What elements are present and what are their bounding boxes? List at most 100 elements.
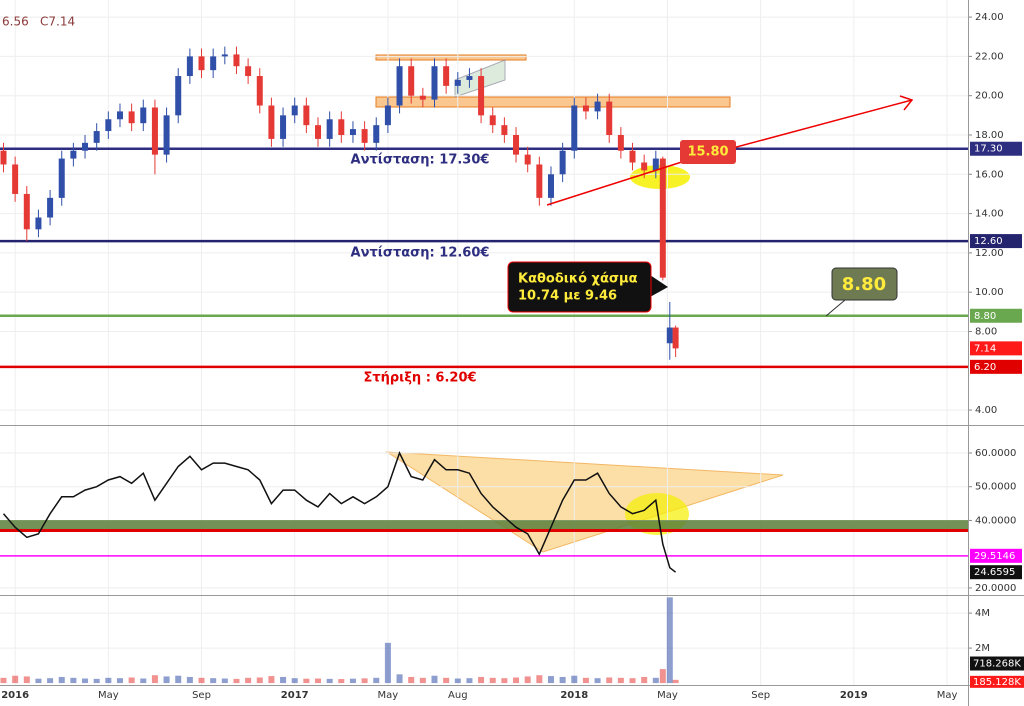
y-tick-label: 4.00 — [975, 405, 997, 416]
volume-bar — [47, 678, 54, 684]
candle-body — [70, 150, 77, 159]
axis-label-box — [970, 308, 1022, 323]
axis-label: 185.128K — [973, 677, 1021, 688]
axis-label: 7.14 — [974, 343, 996, 354]
target-label: 15.80 — [687, 145, 728, 160]
rsi-band — [0, 520, 968, 532]
x-tick-label: 2018 — [560, 690, 588, 701]
volume-bar — [408, 676, 415, 684]
candle-body — [128, 111, 135, 124]
axis-label: 718.268K — [973, 659, 1021, 670]
candle-body — [396, 66, 403, 106]
volume-bar — [594, 678, 601, 684]
candle-body — [617, 134, 624, 151]
candle-body — [58, 158, 65, 198]
trend-line — [546, 159, 689, 206]
gap-range: 10.74 με 9.46 — [518, 289, 617, 304]
volume-bar — [501, 678, 508, 684]
channel-box — [375, 96, 731, 108]
x-tick-label: 2017 — [281, 690, 309, 701]
candle-body — [12, 164, 19, 194]
label-box — [680, 140, 736, 164]
volume-bar — [163, 676, 170, 684]
y-tick-label: 22.00 — [975, 51, 1004, 62]
candle-body — [361, 129, 368, 143]
volume-bar — [93, 678, 100, 684]
marks — [0, 0, 968, 685]
candle-body — [489, 115, 496, 126]
y-tick-label: 10.00 — [975, 287, 1004, 298]
candle-body — [198, 56, 205, 71]
candle-body — [384, 105, 391, 126]
volume-bar — [128, 677, 135, 684]
candle-body — [280, 115, 287, 139]
volume-bar — [666, 597, 673, 684]
volume-bar — [12, 675, 19, 684]
rsi-line — [2, 451, 677, 573]
header-low: 6.56 — [2, 15, 29, 29]
y-tick-label: 50.0000 — [975, 482, 1016, 493]
candle-body — [210, 56, 217, 71]
x-tick-label: 2016 — [1, 690, 29, 701]
callout-box — [831, 267, 898, 301]
candle-body — [431, 66, 438, 100]
candle-body — [151, 107, 158, 155]
candle-body — [140, 107, 147, 124]
candle-body — [652, 158, 659, 171]
volume-bar — [571, 675, 578, 684]
callout-box — [507, 261, 652, 313]
candle-body — [443, 66, 450, 86]
x-tick-label: May — [937, 690, 958, 701]
candle-body — [672, 327, 679, 349]
x-tick-label: Aug — [448, 690, 468, 701]
candle-body — [419, 95, 426, 100]
candle-body — [175, 76, 182, 116]
annotation: Αντίσταση: 12.60€ — [351, 246, 490, 261]
candle-body — [536, 164, 543, 198]
volume-bar — [315, 678, 322, 684]
axis-label-box — [970, 548, 1022, 563]
candle-body — [268, 105, 275, 139]
volume-bar — [672, 679, 679, 684]
volume-bar — [652, 677, 659, 684]
x-tick-label: May — [98, 690, 119, 701]
header-close: C7.14 — [40, 15, 75, 29]
x-tick-label: 2019 — [840, 690, 868, 701]
axis-label-box — [970, 675, 1024, 688]
volume-bar — [659, 669, 666, 684]
candle-body — [466, 76, 473, 80]
y-tick-label: 14.00 — [975, 209, 1004, 220]
axis-label: 29.5146 — [974, 551, 1015, 562]
candle-body — [116, 111, 123, 120]
candle-body — [659, 158, 666, 278]
volume-bar — [268, 676, 275, 684]
volume-bar — [547, 676, 554, 684]
candle-body — [666, 327, 673, 344]
volume-bar — [349, 678, 356, 684]
axis-label: 24.6595 — [974, 567, 1015, 578]
x-tick-label: May — [657, 690, 678, 701]
volume-bar — [466, 678, 473, 684]
candle-body — [547, 174, 554, 198]
candle-body — [501, 125, 508, 135]
x-tick-label: Sep — [192, 690, 211, 701]
volume-bar — [233, 678, 240, 684]
candle-body — [582, 105, 589, 112]
volume-bar — [361, 678, 368, 684]
candle-body — [47, 197, 54, 218]
candle-body — [315, 125, 322, 139]
candle-body — [0, 150, 7, 165]
axis-label: 12.60 — [974, 236, 1003, 247]
axis-label: 6.20 — [974, 362, 996, 373]
volume-bar — [513, 677, 520, 684]
candle-body — [221, 54, 228, 57]
channel-box — [375, 54, 527, 61]
y-tick-label: 8.00 — [975, 326, 997, 337]
candle-body — [524, 154, 531, 165]
axis-label: 17.30 — [974, 144, 1003, 155]
candle-body — [245, 66, 252, 77]
annotation: Αντίσταση: 17.30€ — [351, 153, 490, 168]
volume-bar — [606, 677, 613, 684]
axis-label: 8.80 — [974, 311, 996, 322]
